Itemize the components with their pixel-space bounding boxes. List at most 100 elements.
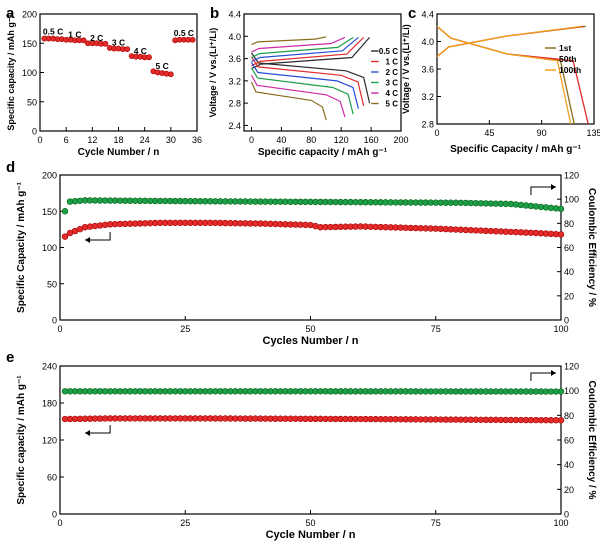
rate-label: 5 C (155, 61, 168, 71)
discharge-curve (250, 67, 354, 115)
panel-b-letter: b (210, 5, 219, 22)
x-tick-label: 160 (364, 135, 379, 145)
x-tick-label: 12 (87, 135, 97, 145)
x-tick-label: 0 (434, 128, 439, 138)
y-tick-label: 3.2 (228, 76, 241, 86)
y-tick-label: 0 (52, 316, 57, 326)
data-point (61, 208, 69, 215)
y-tick-label: 240 (42, 362, 57, 372)
x-tick-label: 90 (537, 128, 547, 138)
data-point (557, 388, 565, 395)
legend-label: 2 C (386, 68, 399, 77)
rate-label: 3 C (112, 38, 125, 48)
legend-label: 4 C (386, 89, 399, 98)
axis-arrow-left-head (85, 237, 91, 243)
rate-label: 0.5 C (43, 26, 63, 36)
y-tick-label: 0 (52, 510, 57, 520)
charge-curve (251, 36, 327, 46)
data-point (557, 231, 565, 238)
y2-tick-label: 20 (564, 485, 574, 495)
x-axis-label: Specific capacity / mAh g⁻¹ (258, 147, 388, 158)
x-tick-label: 25 (180, 518, 190, 528)
charge-curve (436, 25, 582, 58)
y-tick-label: 200 (22, 10, 37, 20)
x-tick-label: 75 (431, 518, 441, 528)
y2-tick-label: 0 (564, 316, 569, 326)
x-tick-label: 45 (484, 128, 494, 138)
x-axis-label: Cycle Number / n (78, 147, 160, 158)
x-tick-label: 200 (393, 135, 408, 145)
x-tick-label: 50 (305, 324, 315, 334)
y-tick-label: 3.2 (421, 92, 434, 102)
x-tick-label: 100 (553, 324, 568, 334)
y2-tick-label: 60 (564, 436, 574, 446)
data-point (80, 37, 87, 44)
x-tick-label: 80 (306, 135, 316, 145)
y2-tick-label: 80 (564, 411, 574, 421)
y2-tick-label: 20 (564, 291, 574, 301)
panel-a-letter: a (6, 5, 15, 22)
x-tick-label: 75 (431, 324, 441, 334)
y-axis-label: Specific Capacity / mAh g⁻¹ (16, 181, 27, 313)
x-tick-label: 24 (140, 135, 150, 145)
legend-label: 1st (559, 43, 571, 53)
panel-c: c 0 45 90 135 2.8 3.2 3.6 4.0 4.4 Specific Capaci… (401, 5, 600, 155)
y-tick-label: 2.8 (228, 99, 241, 109)
x-tick-label: 25 (180, 324, 190, 334)
x-tick-label: 100 (553, 518, 568, 528)
y-tick-label: 100 (22, 68, 37, 78)
data-point (124, 46, 131, 52)
y-tick-label: 60 (47, 473, 57, 483)
x-tick-label: 40 (276, 135, 286, 145)
x-tick-label: 0 (57, 518, 62, 528)
x-tick-label: 135 (586, 128, 600, 138)
panel-c-letter: c (408, 5, 416, 22)
data-point (102, 40, 109, 47)
panel-b: b 0 40 80 120 160 200 2.4 2.8 3.2 3.6 4.0 4.4 Specif… (208, 5, 409, 158)
data-point (189, 36, 196, 43)
y2-tick-label: 60 (564, 243, 574, 253)
y2-tick-label: 40 (564, 460, 574, 470)
x-axis-label: Cycle Number / n (266, 529, 356, 541)
discharge-curve (436, 25, 572, 125)
plot-frame (59, 174, 562, 321)
x-tick-label: 6 (64, 135, 69, 145)
y-tick-label: 50 (27, 97, 37, 107)
charge-curve (251, 37, 371, 70)
y2-axis-label: Coulombic Efficiency / % (586, 381, 597, 500)
y-axis-label: Specific capacity / mAh g⁻¹ (6, 14, 16, 130)
charge-curve (251, 36, 359, 62)
y-tick-label: 2.4 (228, 121, 241, 131)
y2-tick-label: 80 (564, 219, 574, 229)
panel-d-letter: d (6, 159, 15, 176)
x-axis-label: Specific Capacity / mAh g⁻¹ (450, 144, 582, 155)
y2-axis-label: Coulombic Efficiency / % (586, 188, 597, 307)
y-tick-label: 50 (47, 279, 57, 289)
legend-label: 50th (559, 54, 576, 64)
y-tick-label: 4.0 (421, 37, 434, 47)
axis-arrow-right-head (550, 370, 556, 376)
x-tick-label: 36 (192, 135, 202, 145)
x-axis-label: Cycles Number / n (263, 335, 359, 347)
y2-tick-label: 120 (564, 171, 579, 181)
plot-frame (243, 13, 402, 132)
y2-tick-label: 40 (564, 267, 574, 277)
legend-label: 5 C (386, 100, 399, 109)
data-point (557, 417, 565, 424)
y-tick-label: 100 (42, 243, 57, 253)
y-tick-label: 150 (22, 39, 37, 49)
y-tick-label: 120 (42, 436, 57, 446)
y-tick-label: 2.8 (421, 120, 434, 130)
x-tick-label: 0 (249, 135, 254, 145)
axis-arrow-left (85, 425, 111, 434)
rate-label: 1 C (68, 29, 81, 39)
legend-label: 3 C (386, 79, 399, 88)
data-point (167, 71, 174, 78)
x-tick-label: 30 (166, 135, 176, 145)
axis-arrow-right (530, 186, 556, 195)
x-tick-label: 120 (334, 135, 349, 145)
x-tick-label: 0 (37, 135, 42, 145)
